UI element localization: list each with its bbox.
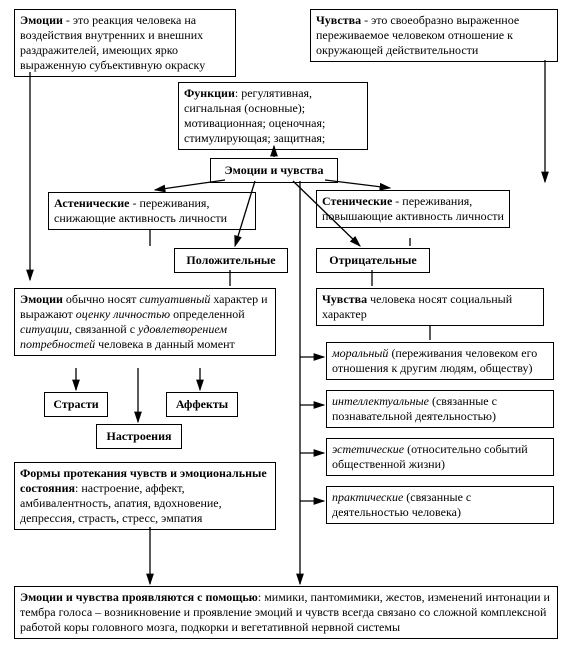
- box-feelings-def: Чувства - это своеобразно выраженное пер…: [310, 9, 558, 62]
- box-passions: Страсти: [44, 392, 108, 417]
- box-asthenic: Астенические - переживания, снижающие ак…: [48, 192, 256, 230]
- box-intellectual: интеллектуальные (связанные с познавател…: [326, 390, 554, 428]
- box-emotions-def: Эмоции - это реакция человека на воздейс…: [14, 9, 236, 77]
- moral-i: моральный: [332, 346, 388, 360]
- aesthetic-i: эстетические: [332, 442, 404, 456]
- box-manifest: Эмоции и чувства проявляются с помощью: …: [14, 586, 558, 639]
- affects-text: Аффекты: [176, 397, 228, 411]
- box-main-title: Эмоции и чувства: [210, 158, 338, 183]
- box-positive: Положительные: [174, 248, 288, 273]
- box-negative: Отрицательные: [316, 248, 430, 273]
- asthenic-bold: Астенические: [54, 196, 129, 210]
- box-moods: Настроения: [96, 424, 182, 449]
- sthenic-bold: Стенические: [322, 194, 392, 208]
- negative-text: Отрицательные: [329, 253, 416, 267]
- main-title-text: Эмоции и чувства: [225, 163, 324, 177]
- box-practical: практические (связанные с деятельностью …: [326, 486, 554, 524]
- box-affects: Аффекты: [166, 392, 238, 417]
- practical-i: практические: [332, 490, 403, 504]
- manifest-bold: Эмоции и чувства проявляются с помощью: [20, 590, 258, 604]
- feelings-nature-bold: Чувства: [322, 292, 367, 306]
- box-forms: Формы протекания чувств и эмоциональные …: [14, 462, 276, 530]
- box-emotions-nature: Эмоции обычно носят ситуативный характер…: [14, 288, 276, 356]
- passions-text: Страсти: [53, 397, 98, 411]
- box-aesthetic: эстетические (относительно событий общес…: [326, 438, 554, 476]
- box-functions: Функции: регулятивная, сигнальная (основ…: [178, 82, 368, 150]
- functions-bold: Функции: [184, 86, 235, 100]
- emotions-def-bold: Эмоции: [20, 13, 63, 27]
- box-moral: моральный (переживания человеком его отн…: [326, 342, 554, 380]
- feelings-def-bold: Чувства: [316, 13, 361, 27]
- intellectual-i: интеллектуальные: [332, 394, 429, 408]
- box-sthenic: Стенические - переживания, повышающие ак…: [316, 190, 510, 228]
- moods-text: Настроения: [106, 429, 171, 443]
- box-feelings-nature: Чувства человека носят социальный характ…: [316, 288, 544, 326]
- positive-text: Положительные: [186, 253, 275, 267]
